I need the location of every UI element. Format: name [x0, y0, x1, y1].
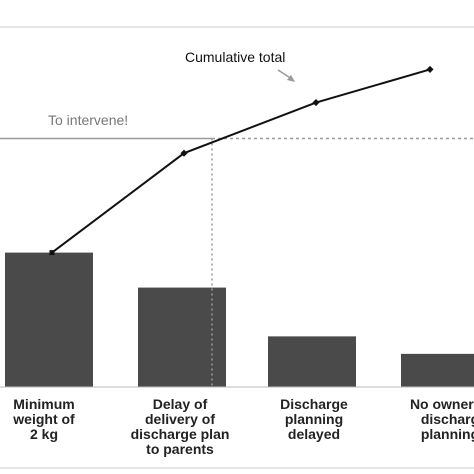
category-label-2: Delay of delivery of discharge plan to p…: [130, 396, 230, 457]
cumulative-total-label: Cumulative total: [185, 49, 285, 65]
cumulative-point-4: [426, 65, 434, 73]
bar-2: [138, 287, 226, 387]
cumulative-point-1: [49, 250, 55, 256]
cumulative-point-3: [312, 99, 320, 107]
bar-3: [268, 336, 356, 387]
category-label-4: No ownersh discharg planning: [409, 396, 474, 442]
cumulative-line: [51, 68, 431, 254]
threshold-label: To intervene!: [48, 112, 128, 128]
threshold-layer: [0, 137, 474, 387]
annotation-layer: Cumulative total To intervene!: [40, 49, 295, 128]
bar-1: [5, 252, 93, 387]
cumulative-point-2: [180, 149, 188, 157]
category-label-1: Minimum weight of 2 kg: [13, 396, 75, 442]
category-label-3: Discharge planning delayed: [280, 396, 348, 442]
bars-layer: [5, 252, 474, 387]
cumulative-label-arrowhead: [287, 75, 295, 82]
cumulative-line-layer: [49, 65, 434, 256]
bar-4: [401, 353, 474, 387]
threshold-label-bg: [40, 110, 166, 128]
